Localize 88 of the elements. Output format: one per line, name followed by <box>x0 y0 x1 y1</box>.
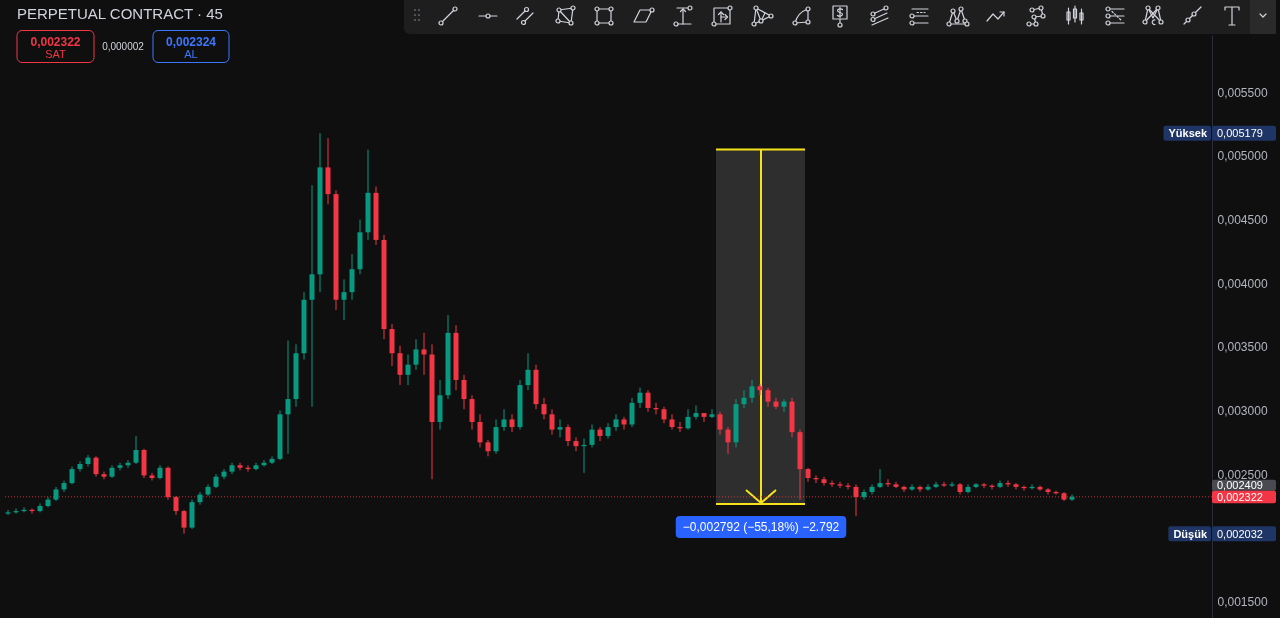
candlestick <box>61 480 67 493</box>
candlestick <box>597 426 603 442</box>
candlestick <box>133 435 139 465</box>
text: 0,002409 <box>1217 479 1263 492</box>
candlestick <box>525 352 531 391</box>
candlestick <box>341 278 347 321</box>
candlestick <box>397 345 403 386</box>
candlestick <box>1013 482 1019 490</box>
annotation: 0,002324 <box>165 35 217 49</box>
candlestick <box>181 509 187 535</box>
candlestick <box>461 374 467 410</box>
candlestick <box>93 455 99 478</box>
candlestick <box>477 413 483 448</box>
candlestick <box>589 424 595 448</box>
candlestick <box>741 389 747 409</box>
candlestick <box>5 509 11 516</box>
candlestick <box>933 481 939 489</box>
candlestick <box>981 482 987 489</box>
candlestick <box>117 462 123 471</box>
candlestick <box>573 436 579 452</box>
candlestick <box>613 413 619 432</box>
y-tick-label: 0,004000 <box>1217 276 1268 291</box>
y-tick-label: 0,005500 <box>1217 85 1268 100</box>
chart-title: PERPETUAL CONTRACT · 45 <box>17 5 223 22</box>
candlestick <box>869 483 875 496</box>
candlestick <box>637 387 643 409</box>
annotation: −0,002792 (−55,18%) −2.792 <box>682 520 840 534</box>
candlestick <box>541 397 547 420</box>
candlestick <box>949 481 955 488</box>
candlestick <box>237 462 243 471</box>
candlestick <box>701 412 707 423</box>
candlestick <box>717 411 723 436</box>
candlestick <box>725 426 731 455</box>
candlestick <box>197 491 203 506</box>
candlestick <box>645 389 651 413</box>
annotation: Yüksek <box>1168 127 1208 140</box>
candlestick <box>941 481 947 488</box>
candlestick <box>629 397 635 428</box>
candlestick <box>765 387 771 408</box>
candlestick <box>837 481 843 489</box>
candlestick <box>501 408 507 432</box>
candlestick <box>557 418 563 438</box>
y-tick-label: 0,005000 <box>1217 149 1268 164</box>
candlestick <box>1045 487 1051 496</box>
candlestick <box>269 455 275 465</box>
candlestick <box>309 184 315 408</box>
candlestick <box>509 413 515 433</box>
candlestick <box>861 488 867 501</box>
candlestick <box>565 424 571 447</box>
text: 0,002032 <box>1217 527 1263 540</box>
candlestick <box>877 468 883 489</box>
ref-line-label: 0,002322 <box>1217 490 1263 503</box>
candlestick <box>821 476 827 487</box>
candlestick <box>757 383 763 396</box>
candlestick <box>285 340 291 455</box>
y-tick-label: 0,002500 <box>1217 467 1268 482</box>
candlestick <box>749 379 755 404</box>
candlestick <box>693 404 699 420</box>
candlestick <box>101 471 107 480</box>
annotation: Düşük <box>1173 527 1208 540</box>
y-tick-label: 0,003000 <box>1217 404 1268 419</box>
candlestick <box>669 413 675 431</box>
candlestick <box>77 460 83 473</box>
candlestick <box>685 408 691 431</box>
candlestick <box>349 253 355 301</box>
candlestick <box>1069 494 1075 502</box>
candlestick <box>773 397 779 410</box>
candlestick <box>221 468 227 480</box>
y-tick-label: 0,003500 <box>1217 340 1268 355</box>
text: 0,005179 <box>1217 127 1263 140</box>
candlestick <box>149 472 155 482</box>
candlestick <box>893 481 899 489</box>
candlestick <box>421 332 427 376</box>
candlestick <box>85 454 91 468</box>
y-tick-label: 0,001500 <box>1217 594 1268 609</box>
annotation: 0,000002 <box>102 41 145 52</box>
candlestick <box>709 408 715 419</box>
candlestick <box>621 416 627 431</box>
candlestick <box>781 398 787 413</box>
candlestick <box>605 422 611 440</box>
annotation: SAT <box>45 48 67 60</box>
y-tick-label: 0,004500 <box>1217 213 1268 228</box>
candlestick <box>549 408 555 436</box>
annotation: 0,002322 <box>30 35 81 49</box>
candlestick <box>405 354 411 386</box>
candlestick <box>413 338 419 371</box>
annotation: AL <box>184 48 198 60</box>
candlestick <box>469 394 475 431</box>
